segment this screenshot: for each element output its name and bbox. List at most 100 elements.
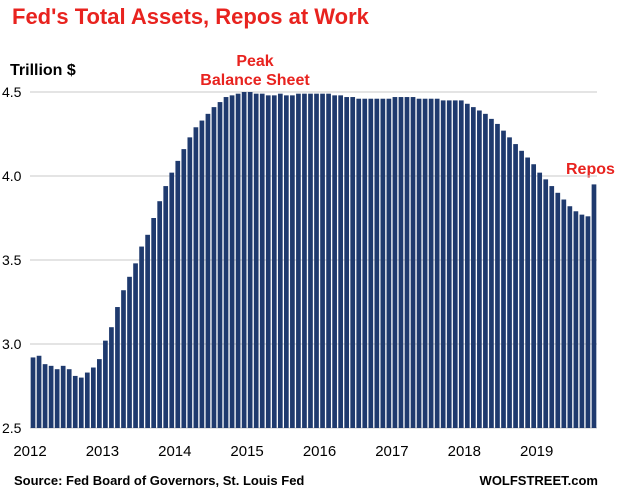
bar bbox=[573, 211, 579, 428]
bar bbox=[404, 97, 410, 428]
bar bbox=[555, 192, 561, 428]
bar bbox=[410, 97, 416, 428]
bar bbox=[235, 93, 241, 429]
bar bbox=[398, 97, 404, 428]
bar bbox=[477, 110, 482, 428]
bar bbox=[217, 102, 223, 428]
bar bbox=[290, 95, 295, 429]
bar bbox=[259, 93, 265, 429]
gridlines bbox=[30, 91, 597, 429]
bar bbox=[326, 93, 331, 429]
bar bbox=[60, 365, 66, 428]
bar bbox=[30, 357, 36, 428]
bar bbox=[308, 93, 313, 429]
bar bbox=[440, 100, 446, 429]
bar bbox=[187, 137, 193, 429]
bar bbox=[193, 127, 199, 428]
bar bbox=[241, 92, 247, 428]
y-axis-ticks: 2.5 3.0 3.5 4.0 4.5 bbox=[2, 84, 22, 436]
bar bbox=[368, 98, 374, 428]
bar bbox=[271, 95, 277, 429]
peak-annotation: Peak Balance Sheet bbox=[180, 52, 330, 90]
y-tick-label: 3.0 bbox=[2, 336, 22, 352]
bar bbox=[151, 218, 156, 428]
bar bbox=[495, 123, 500, 429]
bar bbox=[362, 98, 368, 428]
bar bbox=[169, 172, 175, 428]
x-tick-label: 2015 bbox=[230, 443, 263, 460]
source-note: Source: Fed Board of Governors, St. Loui… bbox=[14, 473, 305, 488]
bar bbox=[374, 98, 380, 428]
bar bbox=[284, 95, 289, 429]
bar bbox=[127, 276, 132, 428]
bar bbox=[428, 98, 434, 428]
bar bbox=[314, 93, 319, 429]
bar bbox=[434, 98, 440, 428]
x-tick-label: 2013 bbox=[86, 443, 119, 460]
bar bbox=[48, 365, 54, 428]
bar bbox=[332, 95, 337, 429]
bar bbox=[344, 97, 350, 428]
bar bbox=[139, 246, 144, 428]
y-tick-label: 4.5 bbox=[2, 84, 22, 100]
y-axis-unit-label: Trillion $ bbox=[10, 62, 76, 79]
repos-annotation: Repos bbox=[566, 161, 615, 178]
bar bbox=[350, 97, 356, 428]
bar bbox=[519, 150, 524, 429]
bar bbox=[543, 179, 549, 428]
bar bbox=[567, 206, 573, 428]
bar bbox=[483, 113, 488, 428]
y-tick-label: 2.5 bbox=[2, 420, 22, 436]
bar bbox=[157, 201, 163, 428]
bar bbox=[109, 327, 114, 428]
bar bbox=[537, 172, 543, 428]
bar bbox=[199, 120, 205, 428]
bar bbox=[561, 199, 567, 428]
bar bbox=[579, 214, 585, 428]
bar bbox=[386, 98, 392, 428]
bar bbox=[470, 107, 476, 429]
bar bbox=[531, 164, 537, 429]
bar bbox=[549, 186, 555, 428]
bar bbox=[181, 149, 187, 428]
bar bbox=[296, 93, 301, 429]
chart-title: Fed's Total Assets, Repos at Work bbox=[12, 4, 369, 29]
bar bbox=[380, 98, 386, 428]
x-tick-label: 2019 bbox=[520, 443, 553, 460]
bar bbox=[585, 216, 591, 428]
bar bbox=[163, 186, 169, 428]
bar bbox=[392, 97, 398, 428]
y-tick-label: 3.5 bbox=[2, 252, 22, 268]
y-tick-label: 4.0 bbox=[2, 168, 22, 184]
x-tick-label: 2014 bbox=[158, 443, 191, 460]
bar bbox=[464, 103, 470, 428]
bar bbox=[501, 130, 506, 428]
bar bbox=[72, 375, 78, 428]
bar bbox=[277, 93, 283, 429]
bar bbox=[513, 144, 518, 428]
bar bbox=[103, 340, 108, 428]
bar bbox=[302, 93, 307, 429]
bar bbox=[458, 100, 464, 429]
x-tick-label: 2012 bbox=[13, 443, 46, 460]
bar bbox=[507, 137, 512, 429]
bar bbox=[175, 160, 181, 428]
bar bbox=[265, 95, 271, 429]
bar bbox=[121, 290, 126, 428]
bar bbox=[223, 97, 229, 428]
x-tick-label: 2016 bbox=[303, 443, 336, 460]
bar bbox=[452, 100, 458, 429]
peak-annotation-line2: Balance Sheet bbox=[200, 72, 310, 89]
bar bbox=[36, 355, 42, 428]
bar bbox=[247, 92, 253, 428]
brand-logo-text: WOLFSTREET.com bbox=[479, 473, 598, 488]
bar bbox=[66, 369, 72, 428]
bar bbox=[591, 184, 597, 428]
bar bbox=[525, 157, 530, 428]
bar bbox=[54, 369, 60, 428]
x-tick-label: 2017 bbox=[375, 443, 408, 460]
bar bbox=[422, 98, 428, 428]
bar bbox=[42, 364, 48, 428]
bar bbox=[416, 98, 422, 428]
